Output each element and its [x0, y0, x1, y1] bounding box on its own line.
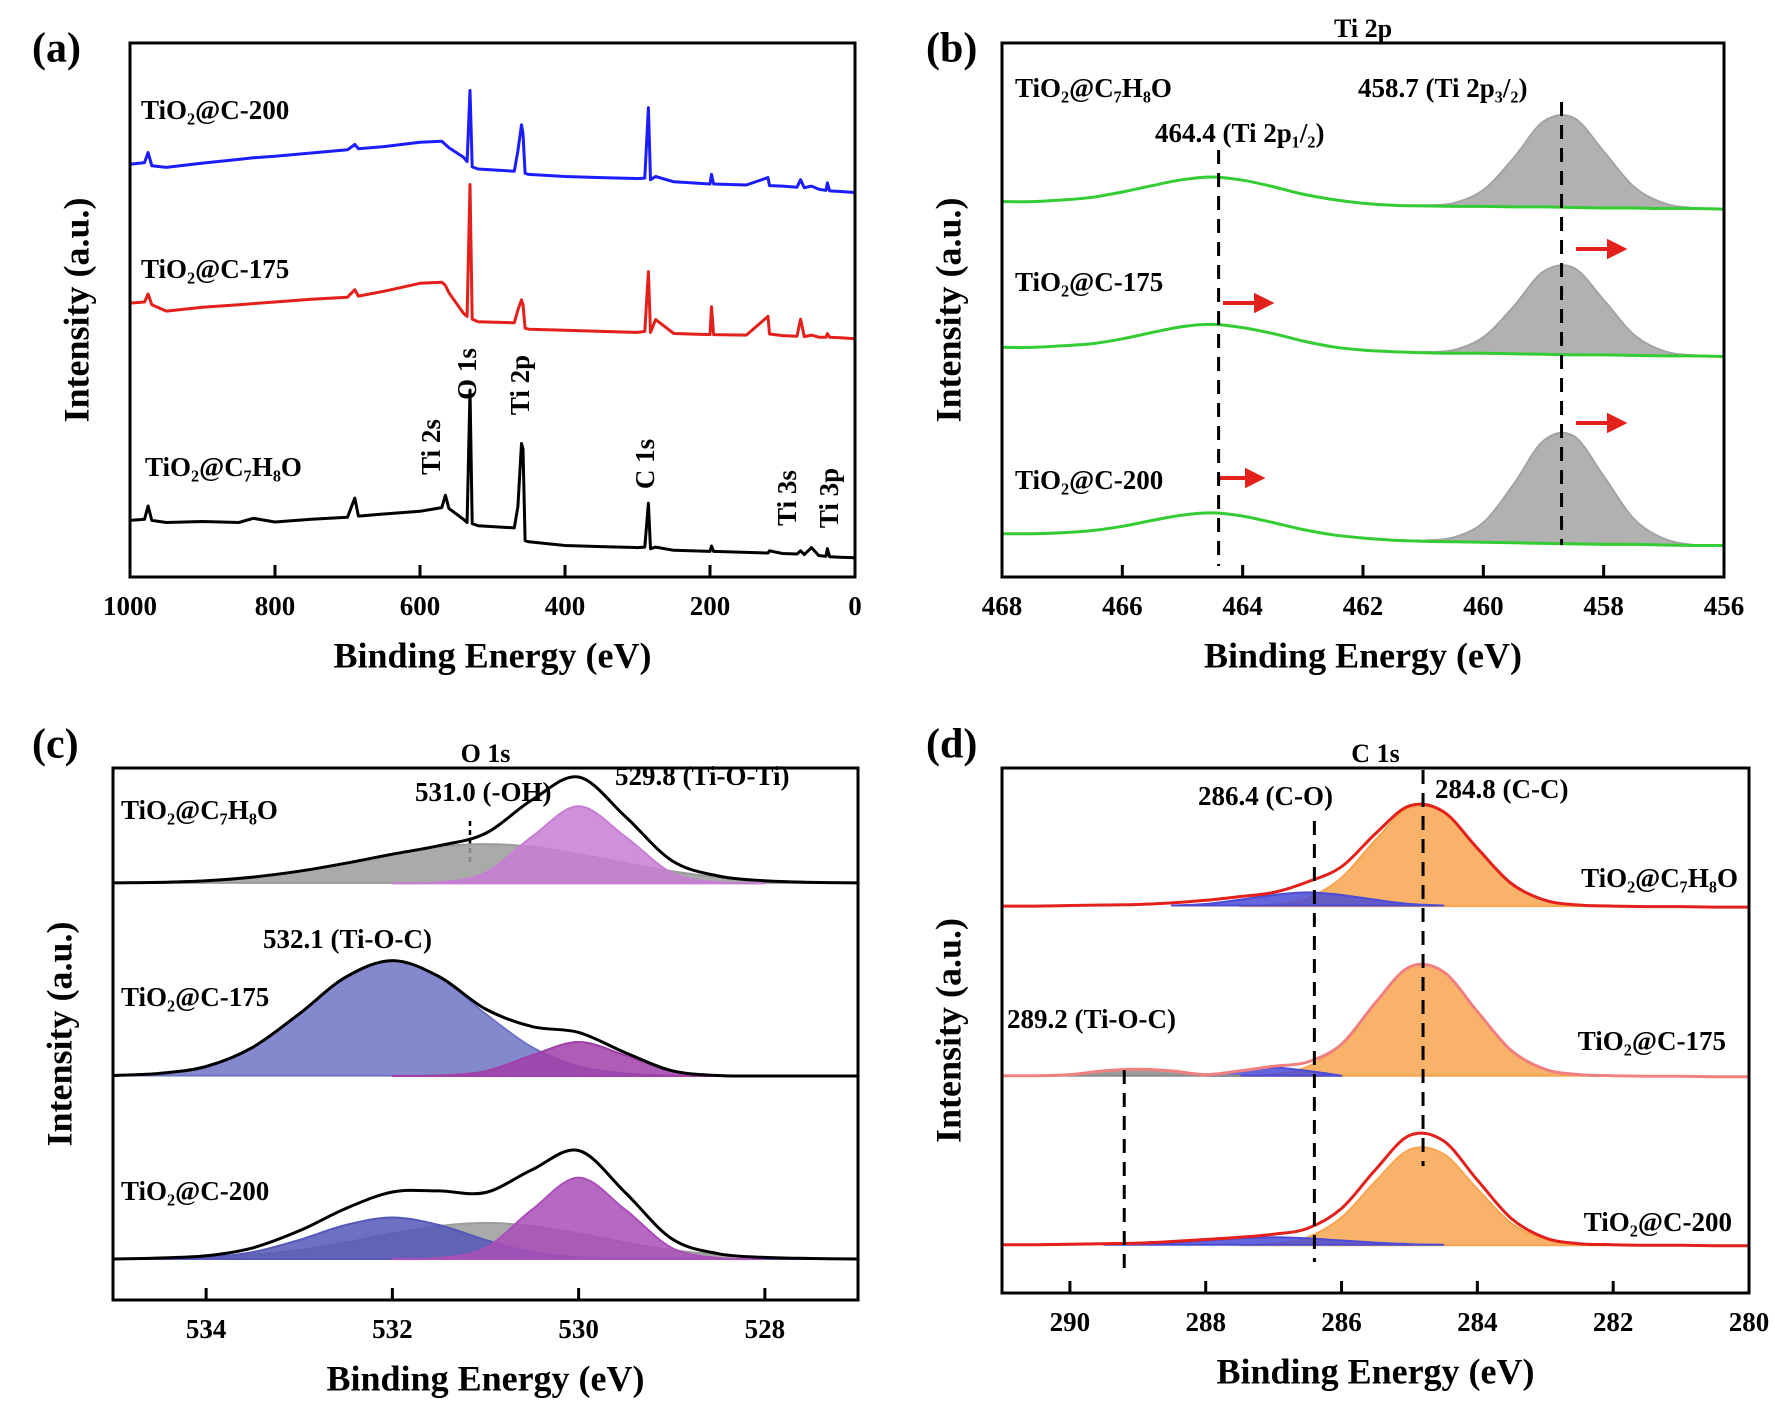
- spectrum-line: [1001, 322, 1725, 358]
- reference-label: 284.8 (C-C): [1435, 774, 1568, 804]
- sample-label: TiO₂@C-200: [121, 1176, 269, 1206]
- spectrum-line: [1001, 175, 1725, 211]
- x-tick-label: 290: [1050, 1307, 1091, 1337]
- x-tick-label: 1000: [103, 591, 157, 621]
- spectrum-line: [112, 775, 859, 885]
- component-area: [1422, 431, 1725, 547]
- x-tick-label: 528: [745, 1314, 786, 1344]
- x-tick-label: 800: [255, 591, 296, 621]
- reference-label: 458.7 (Ti 2p₃/₂): [1358, 73, 1527, 103]
- x-tick-label: 462: [1343, 591, 1384, 621]
- spectrum-line: [129, 89, 856, 194]
- peak-annotation: Ti 2s: [416, 419, 446, 475]
- panel: 290 288 286 284 282 280 Binding Energy (eV) Int…: [926, 722, 1769, 1392]
- peak-annotation: Ti 3p: [814, 468, 844, 528]
- sample-label: TiO₂@C₇H₈O: [145, 452, 302, 482]
- spectrum-line: [112, 959, 858, 1078]
- panel: 468 466 464 462 460 458 456 Binding Energy (eV)…: [926, 14, 1744, 675]
- x-tick-label: 466: [1102, 591, 1143, 621]
- x-tick-label: 468: [982, 591, 1023, 621]
- peak-annotation: O 1s: [452, 348, 482, 400]
- panel-label: (d): [926, 722, 977, 768]
- plot-frame: [128, 41, 857, 579]
- peak-annotation: C 1s: [630, 439, 660, 489]
- component-area: [1422, 113, 1725, 211]
- panel-label: (a): [32, 26, 81, 72]
- component-area: [112, 959, 859, 1078]
- peak-annotation: 531.0 (-OH): [415, 777, 551, 807]
- x-tick-label: 600: [400, 591, 441, 621]
- x-tick-label: 286: [1321, 1307, 1362, 1337]
- panel: 534 532 530 528 Binding Energy (eV) Intensity…: [32, 722, 860, 1398]
- panel-title: O 1s: [461, 739, 511, 768]
- plot-frame: [1000, 766, 1751, 1295]
- sample-label: TiO₂@C-175: [141, 254, 289, 284]
- x-axis-title: Binding Energy (eV): [326, 1358, 644, 1398]
- x-tick-label: 284: [1457, 1307, 1498, 1337]
- x-tick-label: 534: [186, 1314, 227, 1344]
- peak-annotation: Ti 3s: [772, 470, 802, 526]
- sample-label: TiO₂@C₇H₈O: [121, 795, 278, 825]
- x-tick-label: 530: [558, 1314, 599, 1344]
- x-tick-label: 400: [545, 591, 586, 621]
- spectrum-line: [1001, 1131, 1749, 1248]
- sample-label: TiO₂@C-175: [121, 982, 269, 1012]
- panel-label: (b): [926, 26, 977, 72]
- x-axis-title: Binding Energy (eV): [333, 635, 651, 675]
- peak-annotation: Ti 2p: [505, 355, 535, 415]
- x-tick-label: 0: [848, 591, 862, 621]
- sample-label: TiO₂@C₇H₈O: [1581, 863, 1738, 893]
- spectrum-line: [1001, 962, 1750, 1079]
- x-axis-title: Binding Energy (eV): [1216, 1351, 1534, 1391]
- sample-label: TiO₂@C-175: [1015, 267, 1163, 297]
- y-axis-title: Intensity (a.u.): [56, 197, 96, 422]
- spectrum-line: [1001, 802, 1750, 909]
- sample-label: TiO₂@C₇H₈O: [1015, 73, 1172, 103]
- component-area: [1238, 963, 1615, 1077]
- panel-title: C 1s: [1351, 739, 1399, 768]
- y-axis-title: Intensity (a.u.): [39, 921, 79, 1146]
- y-axis-title: Intensity (a.u.): [928, 197, 968, 422]
- arrow-head: [1245, 467, 1266, 489]
- component-area: [1170, 891, 1445, 907]
- arrow-head: [1607, 412, 1628, 434]
- spectrum-line: [129, 183, 856, 341]
- x-tick-label: 458: [1583, 591, 1624, 621]
- peak-annotation: 529.8 (Ti-O-Ti): [615, 761, 790, 791]
- sample-label: TiO₂@C-200: [141, 95, 289, 125]
- shift-arrows: [1217, 238, 1628, 489]
- arrow-head: [1607, 238, 1628, 260]
- x-tick-label: 464: [1222, 591, 1263, 621]
- component-area: [391, 805, 766, 885]
- plot-frame: [111, 766, 860, 1302]
- component-area: [391, 1176, 766, 1261]
- spectrum-line: [1001, 511, 1725, 548]
- sample-label: TiO₂@C-175: [1578, 1026, 1726, 1056]
- x-tick-label: 288: [1185, 1307, 1226, 1337]
- y-axis-title: Intensity (a.u.): [928, 918, 968, 1143]
- reference-label: 464.4 (Ti 2p₁/₂): [1155, 118, 1324, 148]
- x-tick-label: 532: [372, 1314, 413, 1344]
- spectrum-line: [129, 388, 856, 560]
- x-tick-label: 456: [1704, 591, 1745, 621]
- sample-label: TiO₂@C-200: [1015, 465, 1163, 495]
- x-axis-title: Binding Energy (eV): [1204, 635, 1522, 675]
- arrow-head: [1254, 292, 1275, 314]
- x-tick-label: 200: [690, 591, 731, 621]
- x-tick-label: 460: [1463, 591, 1504, 621]
- panel: 1000 800 600 400 200 0 Binding Energy (eV) Inte…: [32, 26, 862, 676]
- reference-label: 289.2 (Ti-O-C): [1007, 1004, 1176, 1034]
- panel-title: Ti 2p: [1334, 14, 1392, 43]
- x-tick-label: 282: [1593, 1307, 1634, 1337]
- x-tick-label: 280: [1729, 1307, 1770, 1337]
- spectrum-line: [112, 1148, 859, 1261]
- sample-label: TiO₂@C-200: [1584, 1207, 1732, 1237]
- component-area: [1422, 264, 1725, 358]
- peak-annotation: 532.1 (Ti-O-C): [263, 924, 432, 954]
- panel-label: (c): [32, 722, 79, 768]
- reference-label: 286.4 (C-O): [1198, 781, 1333, 811]
- component-area: [1238, 804, 1615, 908]
